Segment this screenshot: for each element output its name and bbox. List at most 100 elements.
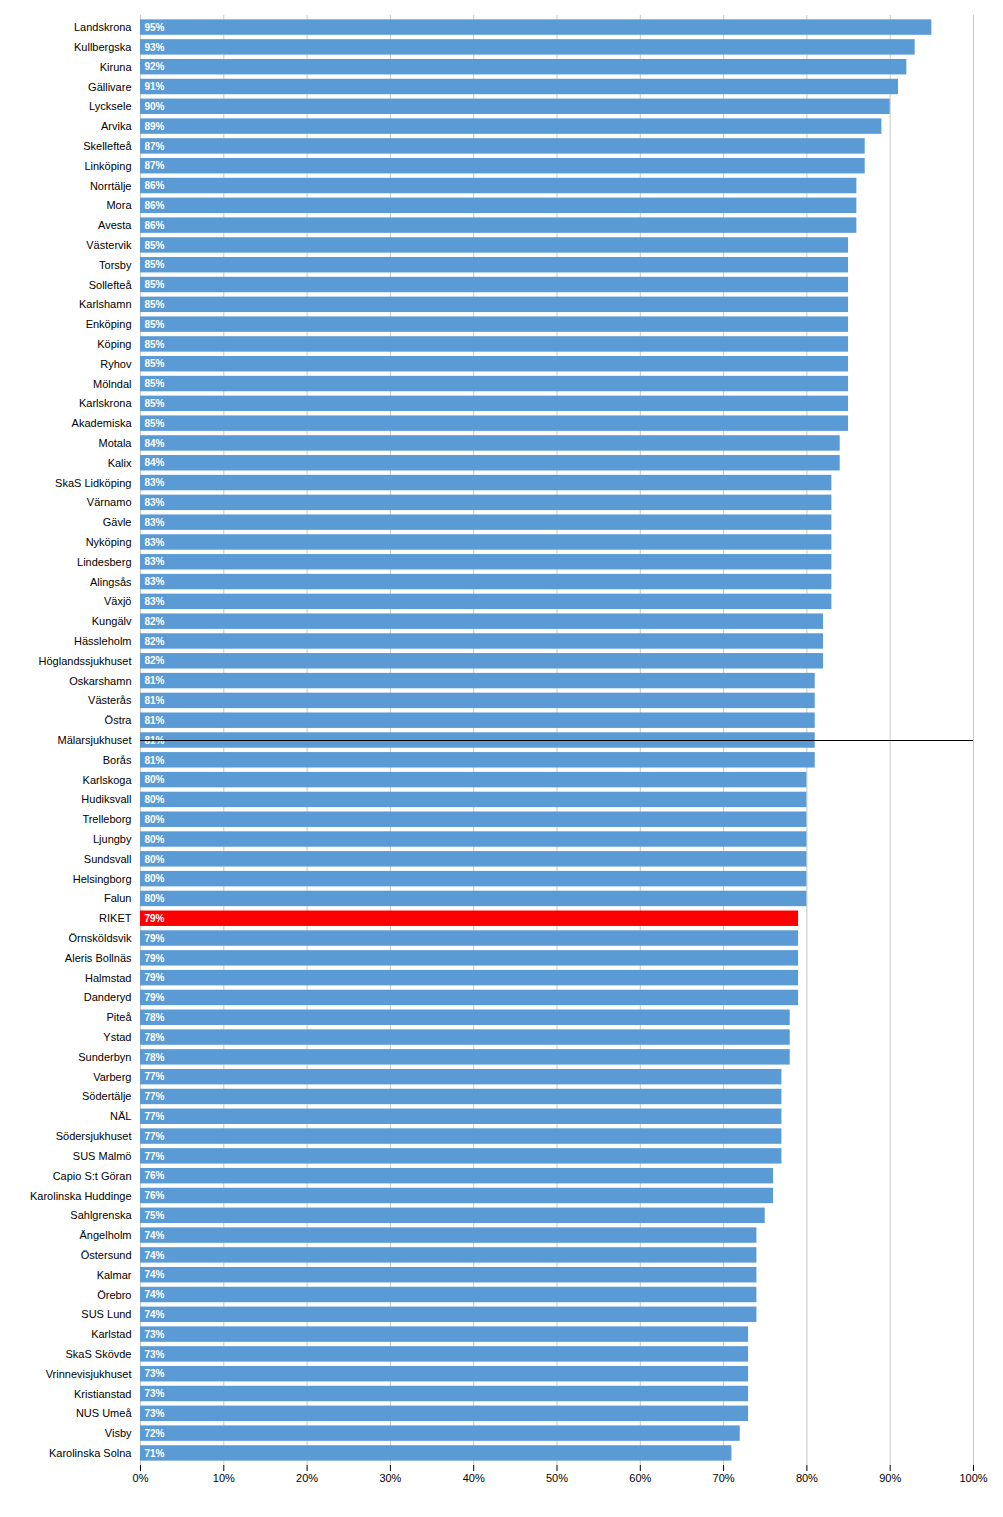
- svg-text:Höglandssjukhuset: Höglandssjukhuset: [39, 655, 132, 667]
- svg-text:Ängelholm: Ängelholm: [80, 1229, 132, 1241]
- svg-text:Enköping: Enköping: [86, 318, 132, 330]
- svg-text:Nyköping: Nyköping: [86, 536, 132, 548]
- svg-text:83%: 83%: [145, 537, 165, 548]
- svg-text:76%: 76%: [145, 1190, 165, 1201]
- svg-text:90%: 90%: [879, 1472, 901, 1484]
- svg-text:Falun: Falun: [104, 892, 132, 904]
- svg-text:74%: 74%: [145, 1289, 165, 1300]
- svg-text:85%: 85%: [145, 339, 165, 350]
- svg-text:Aleris Bollnäs: Aleris Bollnäs: [65, 952, 132, 964]
- svg-text:Vrinnevisjukhuset: Vrinnevisjukhuset: [46, 1368, 132, 1380]
- svg-text:80%: 80%: [145, 873, 165, 884]
- svg-text:Sunderbyn: Sunderbyn: [78, 1051, 131, 1063]
- svg-text:74%: 74%: [145, 1250, 165, 1261]
- svg-text:84%: 84%: [145, 438, 165, 449]
- svg-text:Västerås: Västerås: [88, 694, 132, 706]
- svg-text:Alingsås: Alingsås: [90, 576, 132, 588]
- svg-text:95%: 95%: [145, 22, 165, 33]
- svg-text:Varberg: Varberg: [93, 1071, 131, 1083]
- svg-text:72%: 72%: [145, 1428, 165, 1439]
- svg-text:10%: 10%: [213, 1472, 235, 1484]
- svg-text:Växjö: Växjö: [104, 595, 132, 607]
- svg-text:Örebro: Örebro: [97, 1289, 131, 1301]
- svg-text:70%: 70%: [713, 1472, 735, 1484]
- svg-text:Karlskoga: Karlskoga: [83, 774, 133, 786]
- svg-text:40%: 40%: [463, 1472, 485, 1484]
- svg-text:Motala: Motala: [98, 437, 132, 449]
- svg-text:79%: 79%: [145, 992, 165, 1003]
- svg-text:Örnsköldsvik: Örnsköldsvik: [69, 932, 132, 944]
- svg-text:79%: 79%: [145, 933, 165, 944]
- svg-text:92%: 92%: [145, 61, 165, 72]
- svg-text:Visby: Visby: [105, 1427, 132, 1439]
- svg-text:Lindesberg: Lindesberg: [77, 556, 131, 568]
- svg-text:74%: 74%: [145, 1269, 165, 1280]
- svg-text:Östersund: Östersund: [81, 1249, 132, 1261]
- svg-text:81%: 81%: [145, 695, 165, 706]
- svg-text:Linköping: Linköping: [84, 160, 131, 172]
- svg-text:85%: 85%: [145, 358, 165, 369]
- svg-text:SkaS Skövde: SkaS Skövde: [65, 1348, 131, 1360]
- svg-text:83%: 83%: [145, 517, 165, 528]
- svg-text:74%: 74%: [145, 1309, 165, 1320]
- svg-text:SkaS Lidköping: SkaS Lidköping: [55, 477, 131, 489]
- svg-text:Norrtälje: Norrtälje: [90, 180, 132, 192]
- svg-text:77%: 77%: [145, 1071, 165, 1082]
- svg-text:Mälarsjukhuset: Mälarsjukhuset: [58, 734, 132, 746]
- svg-text:81%: 81%: [145, 715, 165, 726]
- svg-text:80%: 80%: [145, 774, 165, 785]
- svg-text:Ystad: Ystad: [103, 1031, 131, 1043]
- svg-text:Karolinska Solna: Karolinska Solna: [49, 1447, 132, 1459]
- svg-text:79%: 79%: [145, 913, 165, 924]
- svg-text:78%: 78%: [145, 1052, 165, 1063]
- svg-text:60%: 60%: [629, 1472, 651, 1484]
- svg-text:Södersjukhuset: Södersjukhuset: [56, 1130, 132, 1142]
- svg-text:82%: 82%: [145, 655, 165, 666]
- svg-text:82%: 82%: [145, 636, 165, 647]
- svg-text:86%: 86%: [145, 220, 165, 231]
- svg-text:100%: 100%: [959, 1472, 987, 1484]
- svg-text:Värnamo: Värnamo: [87, 496, 132, 508]
- svg-text:93%: 93%: [145, 42, 165, 53]
- svg-text:Södertälje: Södertälje: [82, 1090, 132, 1102]
- svg-text:82%: 82%: [145, 616, 165, 627]
- svg-text:20%: 20%: [296, 1472, 318, 1484]
- svg-text:78%: 78%: [145, 1012, 165, 1023]
- svg-text:83%: 83%: [145, 556, 165, 567]
- svg-text:80%: 80%: [145, 794, 165, 805]
- svg-text:50%: 50%: [546, 1472, 568, 1484]
- svg-text:Gävle: Gävle: [103, 516, 132, 528]
- svg-text:80%: 80%: [796, 1472, 818, 1484]
- svg-text:Hudiksvall: Hudiksvall: [81, 793, 131, 805]
- svg-text:Karlskrona: Karlskrona: [79, 397, 132, 409]
- svg-text:85%: 85%: [145, 259, 165, 270]
- svg-text:85%: 85%: [145, 319, 165, 330]
- svg-text:86%: 86%: [145, 180, 165, 191]
- svg-text:Skellefteå: Skellefteå: [83, 140, 132, 152]
- svg-text:Karolinska Huddinge: Karolinska Huddinge: [30, 1189, 132, 1201]
- svg-text:SUS Lund: SUS Lund: [81, 1308, 131, 1320]
- svg-text:91%: 91%: [145, 81, 165, 92]
- svg-text:89%: 89%: [145, 121, 165, 132]
- svg-text:Oskarshamn: Oskarshamn: [69, 675, 131, 687]
- svg-text:SUS Malmö: SUS Malmö: [73, 1150, 132, 1162]
- svg-text:77%: 77%: [145, 1091, 165, 1102]
- svg-text:Sahlgrenska: Sahlgrenska: [70, 1209, 132, 1221]
- svg-text:RIKET: RIKET: [99, 912, 132, 924]
- svg-text:80%: 80%: [145, 814, 165, 825]
- svg-text:30%: 30%: [379, 1472, 401, 1484]
- svg-text:81%: 81%: [145, 675, 165, 686]
- svg-text:73%: 73%: [145, 1329, 165, 1340]
- svg-text:Capio S:t Göran: Capio S:t Göran: [53, 1170, 132, 1182]
- svg-text:80%: 80%: [145, 893, 165, 904]
- svg-text:Landskrona: Landskrona: [74, 21, 132, 33]
- svg-text:Halmstad: Halmstad: [85, 972, 131, 984]
- svg-text:Sundsvall: Sundsvall: [84, 853, 132, 865]
- svg-text:Sollefteå: Sollefteå: [89, 279, 133, 291]
- svg-text:83%: 83%: [145, 497, 165, 508]
- svg-text:85%: 85%: [145, 418, 165, 429]
- svg-text:77%: 77%: [145, 1151, 165, 1162]
- svg-text:Borås: Borås: [103, 754, 132, 766]
- svg-text:87%: 87%: [145, 160, 165, 171]
- svg-text:85%: 85%: [145, 240, 165, 251]
